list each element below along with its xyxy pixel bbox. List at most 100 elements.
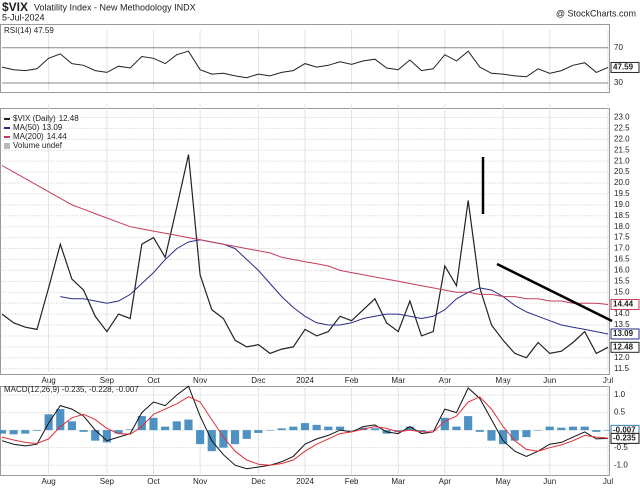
legend-swatch: [4, 143, 10, 149]
x-tick-label: Feb: [345, 477, 359, 486]
histogram-bar: [429, 430, 438, 431]
symbol: $VIX: [2, 0, 28, 14]
y-tick-label: 1.0: [614, 390, 626, 399]
end-label: 13.09: [613, 329, 634, 338]
end-label: -0.235: [613, 433, 636, 442]
series-line: [1, 396, 609, 466]
end-label-box: [610, 298, 640, 310]
histogram-bar: [335, 426, 345, 431]
y-tick-label: 15.5: [614, 276, 630, 285]
histogram-bar: [0, 430, 7, 434]
histogram-bar: [499, 430, 508, 445]
histogram-bar: [405, 426, 414, 431]
series-line: [1, 165, 609, 305]
panel-note: Volume undef: [13, 141, 63, 150]
x-tick-label: Dec: [251, 477, 265, 486]
series-line: [60, 239, 609, 335]
histogram-bar: [56, 409, 65, 431]
x-tick-label: Jun: [543, 477, 556, 486]
end-label-box: [610, 61, 640, 73]
histogram-bar: [91, 430, 100, 441]
y-tick-label: 22.0: [614, 134, 630, 143]
y-tick-label: 21.5: [614, 145, 630, 154]
y-tick-label: 16.5: [614, 255, 630, 264]
histogram-bar: [265, 430, 275, 431]
y-tick-label: 18.5: [614, 211, 630, 220]
y-tick-label: 0.5: [614, 408, 626, 417]
histogram-bar: [568, 426, 578, 431]
legend-entry: MA(50) 13.09: [13, 123, 63, 132]
y-tick-label: 70: [614, 43, 623, 52]
series-line: [1, 385, 609, 470]
histogram-bar: [312, 424, 321, 431]
x-tick-label: Apr: [439, 477, 452, 486]
histogram-bar: [102, 430, 111, 443]
legend-name: MA(200): [13, 132, 44, 141]
end-label: 14.44: [613, 300, 634, 309]
histogram-bar: [440, 417, 449, 431]
x-tick-label: Mar: [391, 477, 405, 486]
histogram-bar: [522, 430, 531, 438]
y-tick-label: 20.0: [614, 178, 630, 187]
histogram-bar: [149, 417, 158, 431]
x-tick-label: Aug: [41, 477, 55, 486]
histogram-bar: [347, 430, 356, 431]
end-label-box: [610, 328, 640, 340]
histogram-bar: [67, 421, 77, 431]
histogram-bar: [300, 423, 310, 431]
y-tick-label: 12.0: [614, 353, 630, 362]
histogram-bar: [487, 430, 496, 441]
histogram-bar: [32, 430, 42, 431]
y-tick-label: 11.5: [614, 364, 630, 373]
legend-entry: MA(200) 14.44: [13, 132, 67, 141]
y-tick-label: 17.5: [614, 233, 630, 242]
y-tick-label: 23.0: [614, 113, 630, 122]
y-tick-label: 21.0: [614, 156, 630, 165]
histogram-bar: [533, 430, 543, 431]
y-tick-label: 30: [614, 78, 623, 87]
histogram-bar: [370, 428, 380, 431]
histogram-bar: [510, 430, 519, 441]
date: 5-Jul-2024: [2, 12, 45, 22]
histogram-bar: [394, 430, 403, 432]
y-tick-label: -1.0: [614, 460, 628, 469]
histogram-bar: [592, 430, 601, 432]
y-tick-label: 19.5: [614, 189, 630, 198]
histogram-bar: [557, 427, 566, 431]
y-tick-label: 15.0: [614, 287, 630, 296]
histogram-bar: [417, 430, 426, 432]
x-tick-label: Nov: [193, 477, 207, 486]
x-tick-label: Oct: [147, 477, 160, 486]
histogram-bar: [580, 426, 589, 431]
source: @ StockCharts.com: [556, 8, 636, 18]
y-tick-label: 18.0: [614, 222, 630, 231]
histogram-bar: [242, 430, 251, 439]
y-tick-label: 16.0: [614, 266, 630, 275]
histogram-bar: [289, 426, 298, 431]
y-tick-label: -0.5: [614, 443, 628, 452]
end-label: 12.48: [613, 342, 634, 351]
y-tick-label: 20.5: [614, 167, 630, 176]
histogram-bar: [126, 429, 135, 431]
x-tick-label: Jul: [603, 477, 613, 486]
histogram-bar: [254, 430, 263, 433]
trend-annotation: [496, 262, 613, 323]
histogram-bar: [114, 430, 123, 434]
histogram-bar: [79, 430, 88, 432]
rsi-panel: [0, 24, 610, 93]
legend-entry: $VIX (Daily) 12.48: [13, 114, 79, 123]
histogram-bar: [9, 430, 18, 435]
instrument-name: Volatility Index - New Methodology INDX: [34, 2, 196, 12]
end-label: 47.59: [613, 63, 634, 72]
end-label-box: [610, 432, 640, 444]
x-tick-label: Sep: [100, 477, 115, 486]
histogram-bar: [219, 430, 228, 448]
legend-value: 14.44: [47, 132, 68, 141]
y-tick-label: 17.0: [614, 244, 630, 253]
histogram-bar: [324, 426, 333, 431]
histogram-bar: [452, 426, 461, 431]
panel-legend: RSI(14) 47.59: [4, 26, 54, 35]
histogram-bar: [161, 426, 170, 431]
y-tick-label: 14.0: [614, 309, 630, 318]
